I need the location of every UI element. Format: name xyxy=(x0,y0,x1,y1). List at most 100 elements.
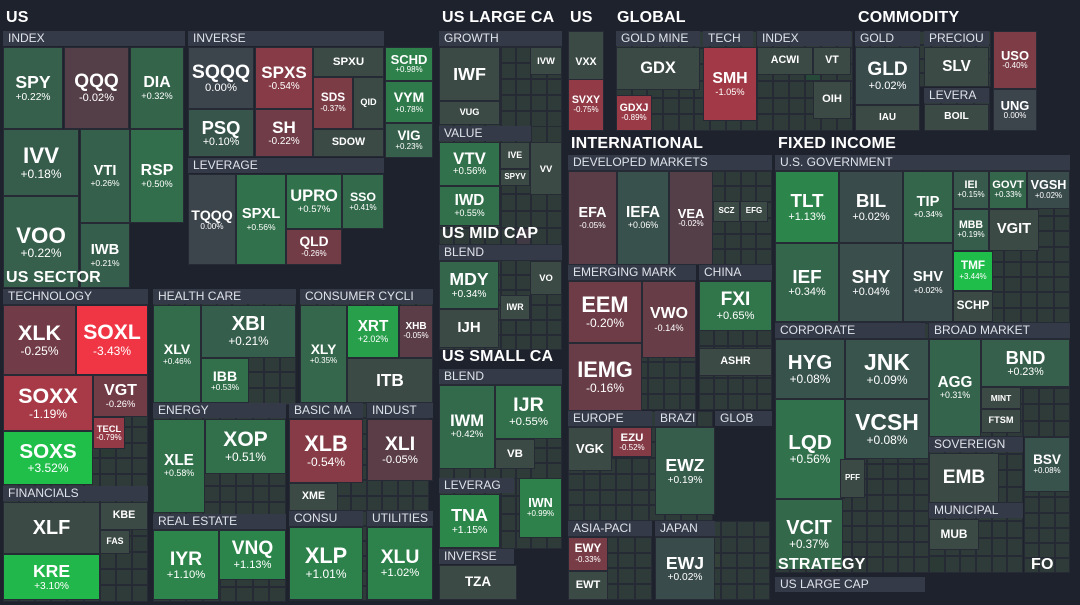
minor-etf-tile[interactable] xyxy=(500,320,516,335)
minor-etf-tile[interactable] xyxy=(1020,277,1038,293)
etf-tile-ijh[interactable]: IJH xyxy=(439,309,499,348)
minor-etf-tile[interactable] xyxy=(882,479,899,495)
minor-etf-tile[interactable] xyxy=(852,557,868,573)
minor-etf-tile[interactable] xyxy=(546,463,562,479)
etf-tile-bnd[interactable]: BND +0.23% xyxy=(981,339,1070,387)
minor-etf-tile[interactable] xyxy=(515,260,532,275)
minor-etf-tile[interactable] xyxy=(1038,404,1055,421)
etf-tile-vti[interactable]: VTI +0.26% xyxy=(80,129,130,223)
etf-tile-pff[interactable]: PFF xyxy=(840,459,865,498)
minor-etf-tile[interactable] xyxy=(1007,470,1023,487)
etf-tile-hyg[interactable]: HYG +0.08% xyxy=(775,339,845,399)
minor-etf-tile[interactable] xyxy=(1039,527,1055,543)
minor-etf-tile[interactable] xyxy=(500,531,516,549)
minor-etf-tile[interactable] xyxy=(898,557,914,573)
minor-etf-tile[interactable] xyxy=(913,541,929,558)
minor-etf-tile[interactable] xyxy=(515,47,532,63)
minor-etf-tile[interactable] xyxy=(264,371,281,389)
minor-etf-tile[interactable] xyxy=(500,95,516,111)
minor-etf-tile[interactable] xyxy=(584,473,601,490)
minor-etf-tile[interactable] xyxy=(991,538,1008,556)
minor-etf-tile[interactable] xyxy=(1054,497,1070,513)
minor-etf-tile[interactable] xyxy=(1053,216,1070,232)
etf-tile-fxi[interactable]: FXI +0.65% xyxy=(699,281,772,331)
minor-etf-tile[interactable] xyxy=(882,463,899,480)
etf-tile-iwm[interactable]: IWM +0.42% xyxy=(439,385,495,469)
etf-tile-sdow[interactable]: SDOW xyxy=(313,129,384,157)
minor-etf-tile[interactable] xyxy=(737,584,754,600)
minor-etf-tile[interactable] xyxy=(546,126,562,143)
minor-etf-tile[interactable] xyxy=(531,320,547,335)
minor-etf-tile[interactable] xyxy=(867,510,883,527)
minor-etf-tile[interactable] xyxy=(867,463,883,480)
minor-etf-tile[interactable] xyxy=(366,480,383,496)
etf-tile-ewj[interactable]: EWJ +0.02% xyxy=(655,537,715,600)
minor-etf-tile[interactable] xyxy=(546,320,562,335)
minor-etf-tile[interactable] xyxy=(740,170,757,187)
etf-tile-schd[interactable]: SCHD +0.98% xyxy=(385,47,433,81)
minor-etf-tile[interactable] xyxy=(753,521,770,537)
minor-etf-tile[interactable] xyxy=(131,552,148,569)
minor-etf-tile[interactable] xyxy=(648,377,664,394)
etf-tile-sds[interactable]: SDS -0.37% xyxy=(313,77,353,129)
minor-etf-tile[interactable] xyxy=(898,494,914,511)
minor-etf-tile[interactable] xyxy=(773,114,789,131)
minor-etf-tile[interactable] xyxy=(699,377,714,394)
minor-etf-tile[interactable] xyxy=(913,494,929,511)
minor-etf-tile[interactable] xyxy=(753,552,770,569)
minor-etf-tile[interactable] xyxy=(1054,542,1070,558)
minor-etf-tile[interactable] xyxy=(699,393,714,410)
minor-etf-tile[interactable] xyxy=(531,111,547,127)
etf-tile-fas[interactable]: FAS xyxy=(100,530,130,554)
minor-etf-tile[interactable] xyxy=(382,495,398,511)
minor-etf-tile[interactable] xyxy=(867,494,883,511)
minor-etf-tile[interactable] xyxy=(1053,292,1070,308)
minor-etf-tile[interactable] xyxy=(618,584,636,600)
minor-etf-tile[interactable] xyxy=(898,541,914,558)
etf-tile-xlb[interactable]: XLB -0.54% xyxy=(289,419,363,483)
minor-etf-tile[interactable] xyxy=(568,473,585,490)
minor-etf-tile[interactable] xyxy=(500,194,516,211)
minor-etf-tile[interactable] xyxy=(1054,557,1070,573)
etf-tile-lqd[interactable]: LQD +0.56% xyxy=(775,399,845,499)
minor-etf-tile[interactable] xyxy=(680,393,696,410)
minor-etf-tile[interactable] xyxy=(531,194,547,211)
minor-etf-tile[interactable] xyxy=(663,114,679,131)
etf-tile-xme[interactable]: XME xyxy=(289,483,338,511)
minor-etf-tile[interactable] xyxy=(236,485,253,503)
minor-etf-tile[interactable] xyxy=(131,458,148,474)
minor-etf-tile[interactable] xyxy=(664,361,680,378)
minor-etf-tile[interactable] xyxy=(366,495,383,511)
minor-etf-tile[interactable] xyxy=(515,63,532,79)
minor-etf-tile[interactable] xyxy=(1039,497,1055,513)
minor-etf-tile[interactable] xyxy=(515,95,532,111)
minor-etf-tile[interactable] xyxy=(753,536,770,553)
minor-etf-tile[interactable] xyxy=(500,211,516,228)
etf-tile-smh[interactable]: SMH -1.05% xyxy=(703,47,757,121)
minor-etf-tile[interactable] xyxy=(1053,246,1070,262)
minor-etf-tile[interactable] xyxy=(515,228,532,245)
minor-etf-tile[interactable] xyxy=(757,97,773,115)
etf-tile-iei[interactable]: IEI +0.15% xyxy=(953,171,989,209)
minor-etf-tile[interactable] xyxy=(1004,277,1021,293)
etf-tile-vwo[interactable]: VWO -0.14% xyxy=(642,281,696,358)
minor-etf-tile[interactable] xyxy=(1007,555,1023,573)
etf-tile-xlv[interactable]: XLV +0.46% xyxy=(153,305,201,403)
minor-etf-tile[interactable] xyxy=(720,552,738,569)
etf-tile-ashr[interactable]: ASHR xyxy=(699,348,772,376)
etf-tile-tecl[interactable]: TECL -0.79% xyxy=(93,417,125,449)
etf-tile-bil[interactable]: BIL +0.02% xyxy=(839,171,903,243)
minor-etf-tile[interactable] xyxy=(115,458,132,474)
minor-etf-tile[interactable] xyxy=(115,585,132,602)
minor-etf-tile[interactable] xyxy=(515,111,532,127)
minor-etf-tile[interactable] xyxy=(913,463,929,480)
minor-etf-tile[interactable] xyxy=(898,510,914,527)
etf-tile-soxs[interactable]: SOXS +3.52% xyxy=(3,431,93,485)
minor-etf-tile[interactable] xyxy=(737,568,754,585)
minor-etf-tile[interactable] xyxy=(1053,307,1070,323)
minor-etf-tile[interactable] xyxy=(664,377,680,394)
minor-etf-tile[interactable] xyxy=(648,393,664,410)
minor-etf-tile[interactable] xyxy=(753,584,770,600)
minor-etf-tile[interactable] xyxy=(531,335,547,350)
minor-etf-tile[interactable] xyxy=(531,305,547,320)
